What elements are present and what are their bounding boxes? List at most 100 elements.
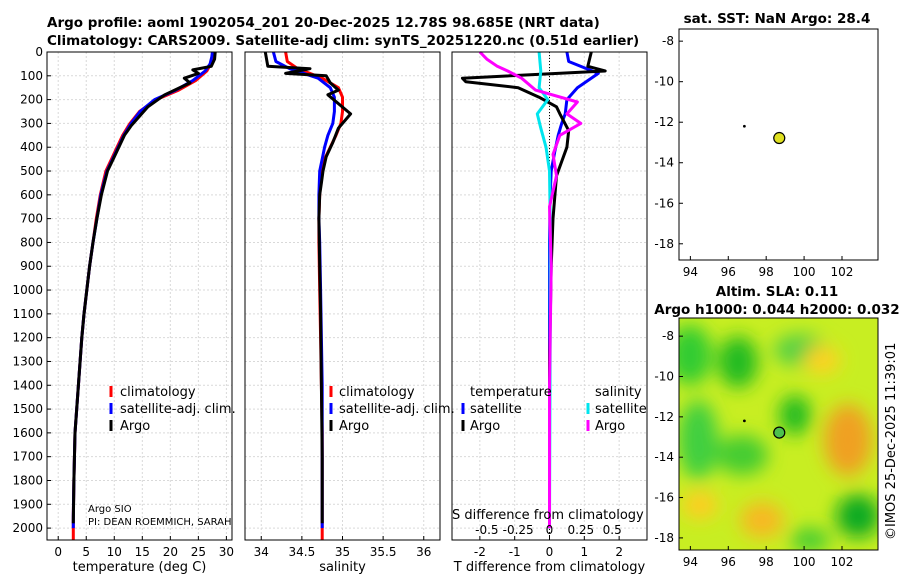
y-tick-label: 1600 bbox=[12, 426, 43, 440]
salinity-legend: climatology satellite-adj. clim. Argo bbox=[329, 385, 455, 434]
series-climatology bbox=[71, 51, 215, 540]
sla-blob bbox=[740, 502, 784, 538]
map-frame bbox=[678, 28, 879, 261]
top-tick-label: 0.25 bbox=[567, 523, 594, 537]
salinity-panel: 34 34.5 35 35.5 36 salinity bbox=[244, 51, 441, 575]
y-tick-label: -14 bbox=[654, 450, 674, 464]
legend-temperature-header: temperature bbox=[470, 385, 552, 400]
legend-climatology-label: climatology bbox=[339, 385, 415, 400]
x-tick-label: 98 bbox=[759, 265, 774, 279]
x-tick-label: 36 bbox=[416, 545, 431, 559]
y-tick-label: 200 bbox=[20, 93, 43, 107]
x-tick-label: 5 bbox=[82, 545, 90, 559]
sla-blobs bbox=[679, 325, 878, 550]
argo-position-marker bbox=[773, 131, 786, 145]
x-tick-label: 34 bbox=[254, 545, 269, 559]
y-tick-label: 300 bbox=[20, 116, 43, 130]
sla-blob bbox=[679, 400, 718, 480]
legend-argo-label: Argo bbox=[339, 419, 369, 434]
sst-map: 94 96 98 100 102 -8 -10 -12 -14 -16 -18 bbox=[654, 28, 879, 279]
sla-blob bbox=[716, 435, 768, 475]
x-tick-label: 15 bbox=[135, 545, 150, 559]
x-tick-label: 2 bbox=[615, 545, 623, 559]
float-pi: PI: DEAN ROEMMICH, SARAH bbox=[88, 517, 232, 528]
x-tick-label: -2 bbox=[474, 545, 486, 559]
top-axis-ticks: -0.5 -0.25 0 0.25 0.5 bbox=[475, 523, 622, 537]
y-tick-label: 1700 bbox=[12, 450, 43, 464]
sla-blob bbox=[804, 346, 840, 374]
legend-s-argo-label: Argo bbox=[595, 419, 625, 434]
x-tick-label: 102 bbox=[831, 555, 854, 569]
sst-map-title: sat. SST: NaN Argo: 28.4 bbox=[684, 11, 871, 27]
x-tick-label: 35.5 bbox=[370, 545, 397, 559]
y-tick-label: -12 bbox=[654, 115, 674, 129]
y-tick-label: -8 bbox=[662, 329, 674, 343]
legend-s-satellite-label: satellite bbox=[595, 402, 647, 417]
legend-climatology-label: climatology bbox=[120, 385, 196, 400]
difference-panel: -2 -1 0 1 2T difference from climatology bbox=[451, 50, 648, 575]
temperature-panel: 0 5 10 15 20 25 300100200300400500600700800900… bbox=[12, 45, 234, 575]
x-tick-label: 34.5 bbox=[289, 545, 316, 559]
top-axis-label: S difference from climatology bbox=[452, 508, 644, 523]
x-tick-label: 96 bbox=[721, 555, 736, 569]
top-tick-label: -0.5 bbox=[475, 523, 498, 537]
y-tick-label: 1000 bbox=[12, 283, 43, 297]
watermark: ©IMOS 25-Dec-2025 11:39:01 bbox=[884, 343, 899, 540]
x-tick-label: 100 bbox=[793, 555, 816, 569]
series-temperature-argo bbox=[460, 51, 607, 524]
y-tick-label: 1200 bbox=[12, 331, 43, 345]
x-tick-label: 0 bbox=[546, 545, 554, 559]
x-tick-label: 30 bbox=[219, 545, 234, 559]
x-tick-label: 1 bbox=[581, 545, 589, 559]
y-tick-label: 1500 bbox=[12, 402, 43, 416]
sla-blob bbox=[679, 325, 712, 385]
y-tick-label: 700 bbox=[20, 212, 43, 226]
sla-blob bbox=[779, 395, 811, 435]
x-tick-label: 35 bbox=[335, 545, 350, 559]
x-tick-label: 100 bbox=[793, 265, 816, 279]
y-tick-label: 500 bbox=[20, 164, 43, 178]
series-climatology bbox=[284, 51, 344, 540]
x-tick-label: 96 bbox=[721, 265, 736, 279]
title-line-1: Argo profile: aoml 1902054_201 20-Dec-20… bbox=[47, 15, 600, 31]
sla-field bbox=[679, 318, 878, 550]
sla-map: 94 96 98 100 102 -8 -10 -12 -14 -16 -18 bbox=[654, 317, 879, 569]
legend-salinity-header: salinity bbox=[595, 385, 642, 400]
y-tick-label: 1100 bbox=[12, 307, 43, 321]
y-tick-label: -18 bbox=[654, 237, 674, 251]
y-tick-label: -18 bbox=[654, 531, 674, 545]
x-axis-label: salinity bbox=[319, 560, 366, 575]
map-frame bbox=[678, 317, 879, 551]
top-tick-label: -0.25 bbox=[503, 523, 534, 537]
title-line-2: Climatology: CARS2009. Satellite-adj cli… bbox=[47, 33, 639, 49]
sla-blob bbox=[836, 494, 878, 538]
argo-position-marker bbox=[773, 426, 786, 439]
y-tick-label: -10 bbox=[654, 370, 674, 384]
x-tick-label: 94 bbox=[683, 555, 698, 569]
y-tick-label: 600 bbox=[20, 188, 43, 202]
sla-blob bbox=[682, 491, 718, 519]
top-tick-label: 0.5 bbox=[603, 523, 622, 537]
y-tick-label: -16 bbox=[654, 491, 674, 505]
x-tick-label: 25 bbox=[191, 545, 206, 559]
y-tick-label: 1900 bbox=[12, 497, 43, 511]
y-tick-label: -12 bbox=[654, 410, 674, 424]
y-tick-label: 1300 bbox=[12, 354, 43, 368]
sla-blob bbox=[718, 336, 758, 388]
y-tick-label: 900 bbox=[20, 259, 43, 273]
sla-map-title-2: Argo h1000: 0.044 h2000: 0.032 bbox=[654, 302, 899, 318]
legend-satellite-label: satellite-adj. clim. bbox=[120, 402, 236, 417]
x-axis-label: T difference from climatology bbox=[453, 560, 646, 575]
legend-t-satellite-label: satellite bbox=[470, 402, 522, 417]
float-owner: Argo SIO bbox=[88, 504, 132, 515]
y-tick-label: 1800 bbox=[12, 473, 43, 487]
series-argo bbox=[263, 51, 353, 524]
y-tick-label: -14 bbox=[654, 156, 674, 170]
legend-t-argo-label: Argo bbox=[470, 419, 500, 434]
x-tick-label: 98 bbox=[759, 555, 774, 569]
legend-satellite-label: satellite-adj. clim. bbox=[339, 402, 455, 417]
y-tick-label: 2000 bbox=[12, 521, 43, 535]
x-tick-label: 20 bbox=[163, 545, 178, 559]
y-tick-label: -8 bbox=[662, 34, 674, 48]
